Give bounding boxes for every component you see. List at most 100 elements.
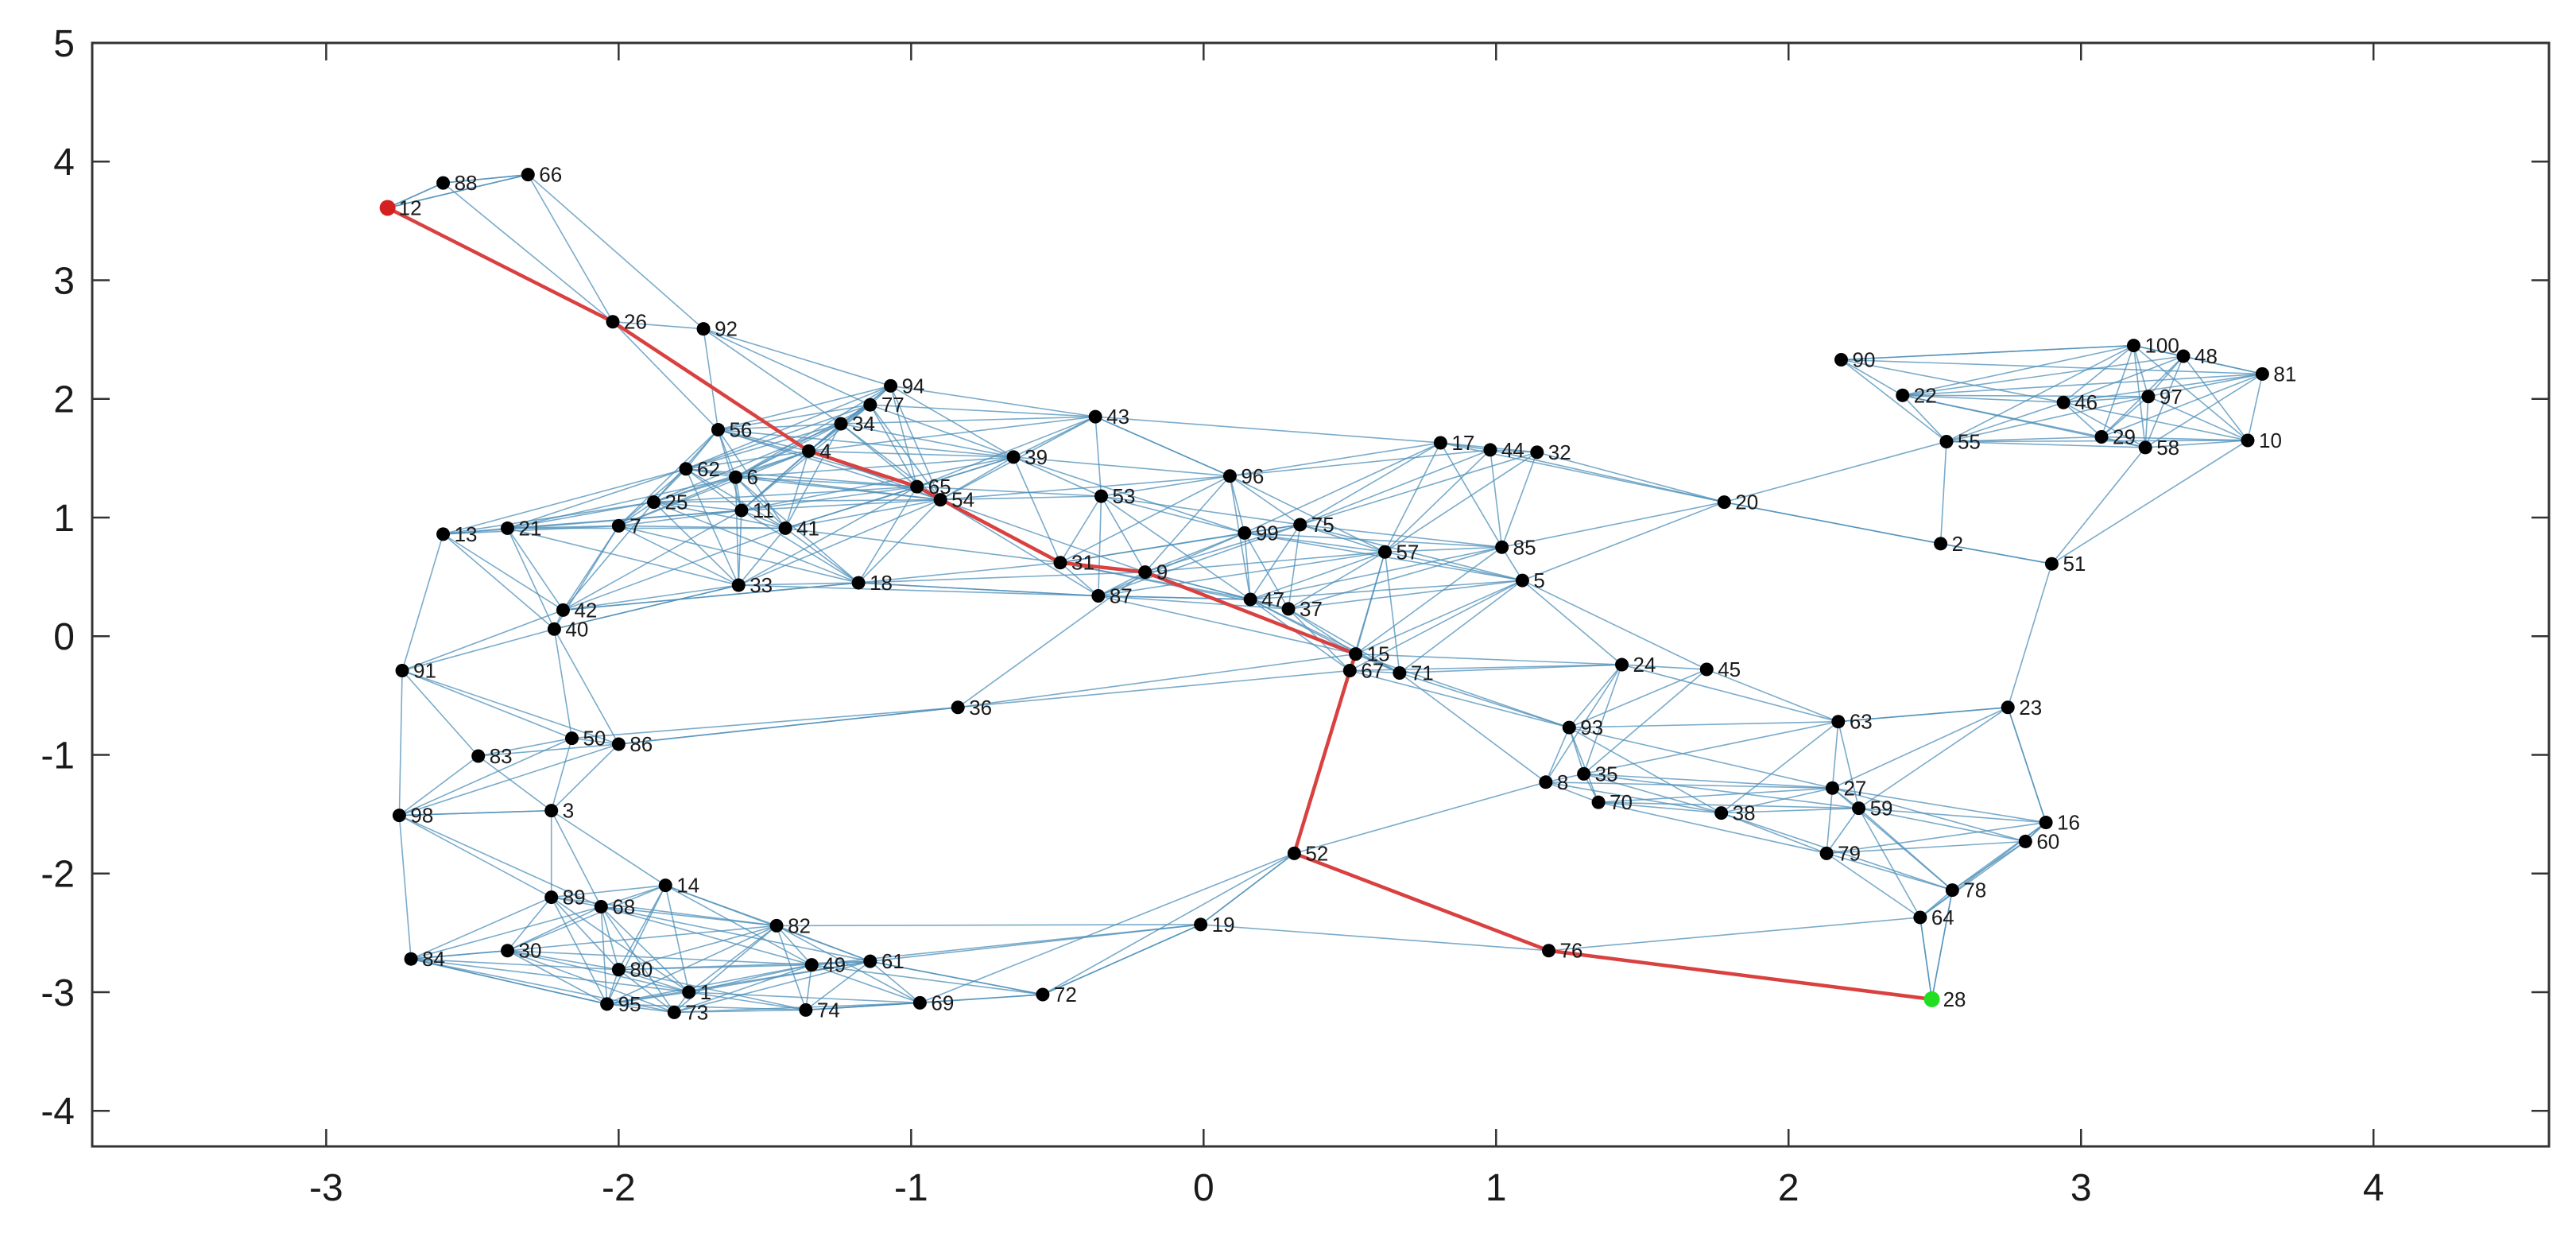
edge bbox=[1249, 551, 1385, 600]
edge bbox=[1919, 840, 2026, 918]
edge bbox=[840, 423, 1014, 458]
node-89 bbox=[544, 890, 559, 905]
edge bbox=[551, 809, 666, 886]
edge bbox=[1583, 773, 1722, 814]
edge bbox=[563, 582, 859, 611]
x-tick-label: -1 bbox=[894, 1167, 928, 1209]
edge bbox=[1939, 441, 1947, 544]
node-34 bbox=[834, 417, 848, 431]
node-59 bbox=[1852, 801, 1866, 816]
edge bbox=[443, 533, 555, 630]
node-label-13: 13 bbox=[455, 522, 478, 546]
node-label-28: 28 bbox=[1943, 987, 1966, 1011]
node-label-50: 50 bbox=[583, 727, 606, 750]
node-56 bbox=[711, 423, 725, 437]
edge bbox=[858, 571, 1145, 584]
edge bbox=[1826, 852, 1953, 891]
node-41 bbox=[778, 521, 792, 535]
edge bbox=[805, 960, 871, 1011]
edge bbox=[1583, 773, 1833, 789]
edge bbox=[618, 450, 809, 527]
node-100 bbox=[2126, 339, 2140, 353]
edge bbox=[2132, 344, 2249, 441]
edge bbox=[1545, 782, 1599, 803]
node-22 bbox=[1896, 388, 1910, 402]
node-label-46: 46 bbox=[2074, 390, 2098, 414]
node-label-68: 68 bbox=[612, 895, 635, 919]
edge bbox=[920, 852, 1295, 1004]
edge bbox=[2132, 345, 2146, 448]
node-63 bbox=[1831, 715, 1846, 729]
edge bbox=[2145, 440, 2249, 448]
edge bbox=[1721, 807, 1859, 814]
node-44 bbox=[1483, 443, 1497, 457]
edge bbox=[600, 906, 620, 970]
node-31 bbox=[1053, 556, 1067, 570]
edge bbox=[507, 476, 736, 529]
node-58 bbox=[2138, 440, 2152, 455]
edge bbox=[1568, 727, 1722, 814]
edge bbox=[1094, 417, 1102, 497]
edge bbox=[688, 925, 777, 993]
edge bbox=[1288, 580, 1523, 610]
edge bbox=[805, 964, 813, 1010]
edge bbox=[858, 486, 918, 584]
node-label-79: 79 bbox=[1838, 841, 1861, 865]
node-label-55: 55 bbox=[1958, 429, 1981, 453]
node-label-57: 57 bbox=[1396, 540, 1419, 564]
edge bbox=[2063, 344, 2134, 403]
node-45 bbox=[1699, 662, 1714, 677]
edge bbox=[410, 958, 689, 993]
node-label-76: 76 bbox=[1560, 939, 1583, 963]
node-label-56: 56 bbox=[729, 418, 752, 442]
node-label-93: 93 bbox=[1580, 716, 1603, 739]
edge bbox=[685, 468, 742, 511]
x-tick-label: 1 bbox=[1486, 1167, 1507, 1209]
edge bbox=[612, 320, 704, 330]
edge bbox=[940, 475, 1230, 501]
edge bbox=[870, 960, 920, 1004]
node-52 bbox=[1287, 846, 1301, 860]
edge bbox=[600, 906, 675, 1013]
node-48 bbox=[2176, 349, 2191, 363]
edge bbox=[618, 968, 689, 993]
edge bbox=[1721, 812, 1827, 855]
edge bbox=[1951, 840, 2026, 891]
edge bbox=[1095, 416, 1441, 444]
edge bbox=[2101, 373, 2263, 438]
node-label-20: 20 bbox=[1735, 491, 1758, 514]
node-label-85: 85 bbox=[1513, 535, 1536, 559]
node-88 bbox=[436, 176, 451, 190]
edge bbox=[1569, 720, 1838, 728]
node-label-91: 91 bbox=[413, 659, 436, 683]
y-tick-label: 2 bbox=[53, 379, 75, 421]
edge bbox=[1013, 456, 1061, 564]
edge bbox=[2063, 401, 2146, 448]
edge bbox=[870, 404, 1096, 417]
edge bbox=[1013, 456, 1230, 477]
node-39 bbox=[1006, 450, 1021, 464]
y-tick-label: 1 bbox=[53, 498, 75, 540]
edge bbox=[398, 670, 403, 816]
node-label-53: 53 bbox=[1113, 484, 1136, 508]
node-label-7: 7 bbox=[629, 514, 641, 537]
edge bbox=[703, 328, 719, 430]
edge bbox=[889, 386, 918, 487]
node-21 bbox=[501, 521, 515, 535]
edge bbox=[562, 502, 655, 611]
node-69 bbox=[912, 995, 927, 1010]
edge bbox=[618, 501, 654, 527]
node-13 bbox=[436, 527, 451, 541]
y-tick-label: 3 bbox=[53, 260, 75, 302]
edge bbox=[1826, 852, 1921, 918]
edge bbox=[1545, 782, 1722, 814]
x-tick-label: -3 bbox=[309, 1167, 343, 1209]
edge bbox=[399, 814, 602, 908]
edge bbox=[443, 182, 614, 323]
edge bbox=[1706, 669, 1839, 723]
node-label-32: 32 bbox=[1548, 440, 1571, 464]
edge bbox=[2063, 373, 2263, 404]
edge bbox=[1355, 653, 1622, 665]
edge bbox=[1841, 359, 2064, 404]
node-label-89: 89 bbox=[563, 886, 586, 910]
